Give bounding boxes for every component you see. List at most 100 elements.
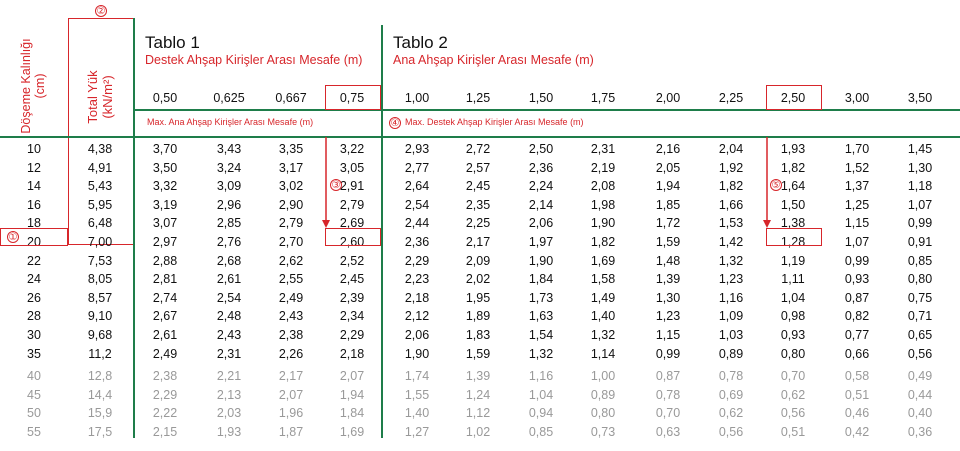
tablo2-cell: 0,46	[844, 406, 870, 421]
tablo2-cell: 2,29	[404, 253, 430, 268]
tablo2-cell: 1,11	[781, 272, 805, 287]
tablo2-cell: 0,51	[780, 424, 806, 439]
tablo2-cell: 2,50	[528, 142, 554, 156]
tablo2-cell: 1,84	[528, 272, 554, 287]
tablo2-cell: 1,12	[465, 406, 491, 421]
tablo2-cell: 2,72	[465, 142, 491, 156]
tablo1-cell: 2,62	[278, 253, 304, 268]
thickness-cell: 22	[27, 253, 41, 268]
tablo2-cell: 1,39	[655, 272, 681, 287]
tablo2-cell: 0,98	[780, 309, 806, 324]
total-load-cell: 8,57	[87, 290, 113, 305]
tablo1-cell: 3,17	[278, 160, 304, 175]
tablo2-cell: 1,54	[528, 328, 554, 342]
col-250-box	[766, 85, 822, 110]
tablo2-cell: 1,02	[465, 424, 491, 439]
tablo2-cell: 0,89	[590, 387, 616, 402]
tablo2-cell: 0,66	[844, 346, 870, 361]
total-load-cell: 6,48	[87, 216, 113, 231]
thickness-cell: 24	[27, 272, 41, 287]
tablo2-cell: 0,93	[844, 272, 870, 287]
tablo2-cell: 0,80	[590, 406, 616, 421]
tablo1-cell: 2,70	[278, 235, 304, 249]
thickness-cell: 30	[27, 328, 41, 342]
tablo2-column-header: 3,00	[844, 91, 870, 105]
marker-1: ①	[7, 231, 19, 243]
tablo1-cell: 2,79	[339, 197, 365, 212]
tablo2-column-header: 1,75	[590, 91, 616, 105]
col-075-box	[325, 85, 381, 110]
tablo2-cell: 1,30	[655, 290, 681, 305]
tablo2-cell: 0,78	[718, 369, 744, 383]
tablo2-cell: 1,30	[907, 160, 933, 175]
tablo2-cell: 1,63	[528, 309, 554, 324]
tablo2-cell: 1,04	[528, 387, 554, 402]
tablo1-cell: 2,43	[278, 309, 304, 324]
tablo2-cell: 2,14	[528, 197, 554, 212]
tablo1-cell: 2,61	[216, 272, 242, 287]
tablo2-cell: 1,39	[465, 369, 491, 383]
tablo2-cell: 0,80	[907, 272, 933, 287]
tablo2-cell: 0,82	[844, 309, 870, 324]
tablo2-cell: 1,97	[528, 235, 554, 249]
tablo1-cell: 1,96	[278, 406, 304, 421]
vertical-divider-2	[381, 25, 383, 438]
tablo2-cell: 1,32	[528, 346, 554, 361]
row-20-box	[0, 228, 68, 246]
tablo2-cell: 2,57	[465, 160, 491, 175]
tablo1-cell: 1,94	[339, 387, 365, 402]
tablo2-cell: 1,07	[907, 197, 933, 212]
tablo2-cell: 1,90	[404, 346, 430, 361]
thickness-cell: 12	[27, 160, 41, 175]
thickness-cell: 35	[27, 346, 41, 361]
tablo1-cell: 3,22	[339, 142, 365, 156]
tablo2-cell: 2,23	[404, 272, 430, 287]
tablo2-cell: 2,35	[465, 197, 491, 212]
tablo1-cell: 2,13	[216, 387, 242, 402]
tablo2-cell: 1,07	[844, 235, 870, 249]
tablo2-column-header: 1,25	[465, 91, 491, 105]
tablo2-cell: 0,73	[590, 424, 616, 439]
tablo1-cell: 2,88	[152, 253, 178, 268]
tablo2-column-header: 2,50	[780, 91, 806, 105]
tablo2-cell: 0,78	[655, 387, 681, 402]
tablo2-cell: 0,36	[907, 424, 933, 439]
thickness-cell: 55	[27, 424, 41, 439]
tablo2-cell: 0,62	[780, 387, 806, 402]
tablo2-cell: 0,69	[718, 387, 744, 402]
tablo1-cell: 3,07	[152, 216, 178, 231]
vertical-divider-1	[133, 18, 135, 438]
tablo2-cell: 0,91	[907, 235, 933, 249]
tablo2-cell: 2,24	[528, 179, 554, 194]
tablo2-cell: 0,56	[907, 346, 933, 361]
thickness-cell: 14	[27, 179, 41, 194]
value-260-box	[325, 228, 381, 246]
tablo2-cell: 1,48	[655, 253, 681, 268]
tablo1-cell: 2,76	[216, 235, 242, 249]
thickness-cell: 18	[27, 216, 41, 231]
tablo2-cell: 0,62	[718, 406, 744, 421]
tablo2-cell: 1,55	[404, 387, 430, 402]
marker-2: ②	[95, 5, 107, 17]
tablo1-cell: 2,90	[278, 197, 304, 212]
total-load-cell: 12,8	[87, 369, 113, 383]
tablo1-column-header: 0,75	[339, 91, 365, 105]
tablo1-cell: 3,50	[152, 160, 178, 175]
tablo2-cell: 1,69	[590, 253, 616, 268]
tablo2-cell: 2,44	[404, 216, 430, 231]
tablo2-cell: 2,25	[465, 216, 491, 231]
tablo2-cell: 1,49	[590, 290, 616, 305]
tablo1-column-header: 0,50	[152, 91, 178, 105]
tablo2-cell: 2,18	[404, 290, 430, 305]
tablo1-cell: 1,93	[216, 424, 242, 439]
tablo2-cell: 1,82	[780, 160, 806, 175]
tablo2-cell: 1,52	[844, 160, 870, 175]
tablo2-cell: 1,90	[590, 216, 616, 231]
tablo2-cell: 1,00	[590, 369, 616, 383]
tablo2-column-header: 1,00	[404, 91, 430, 105]
tablo2-cell: 0,99	[655, 346, 681, 361]
thickness-cell: 45	[27, 387, 41, 402]
tablo1-cell: 2,07	[339, 369, 365, 383]
tablo2-cell: 0,70	[780, 369, 806, 383]
thickness-cell: 40	[27, 369, 41, 383]
